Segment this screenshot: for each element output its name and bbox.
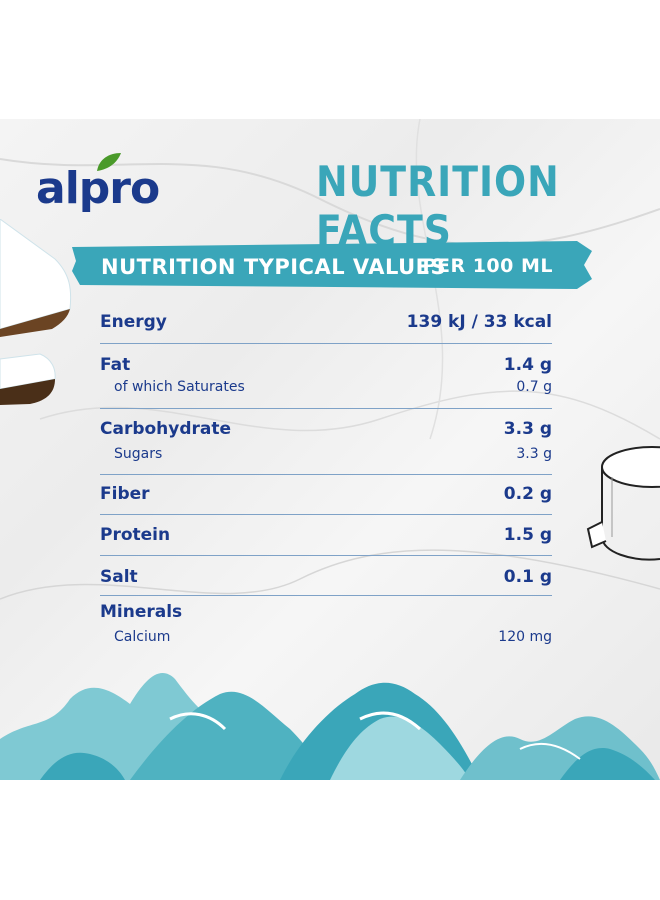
row-divider [100, 514, 552, 515]
nutrient-label: Fat [100, 355, 131, 375]
nutrient-label: Energy [100, 312, 167, 332]
nutrition-card: alpro NUTRITION FACTS NUTRITION TYPICAL … [0, 119, 660, 780]
teal-marble-waves [0, 673, 660, 780]
nutrient-sub-value: 0.7 g [516, 379, 552, 395]
nutrient-row-protein: Protein 1.5 g [100, 525, 552, 553]
nutrient-sub-label: Sugars [114, 446, 163, 462]
marble-background [0, 119, 660, 780]
nutrient-value: 3.3 g [503, 419, 552, 439]
nutrient-row-salt: Salt 0.1 g [100, 567, 552, 595]
nutrient-sub-value: 120 mg [498, 629, 552, 645]
row-divider [100, 595, 552, 596]
nutrient-label: Minerals [100, 602, 183, 622]
nutrient-label: Carbohydrate [100, 419, 232, 439]
nutrient-row-fat: Fat 1.4 g of which Saturates 0.7 g [100, 355, 552, 405]
row-divider [100, 474, 552, 475]
row-divider [100, 343, 552, 344]
table-header-label: NUTRITION TYPICAL VALUES [101, 255, 447, 279]
nutrient-value: 1.4 g [503, 355, 552, 375]
nutrient-row-minerals: Minerals Calcium 120 mg [100, 602, 552, 652]
alpro-logo: alpro [36, 163, 160, 214]
leaf-icon [97, 153, 121, 171]
nutrient-sub-label: of which Saturates [114, 379, 245, 395]
nutrient-row-energy: Energy 139 kJ / 33 kcal [100, 312, 552, 342]
nutrient-sub-label: Calcium [114, 629, 171, 645]
nutrient-label: Salt [100, 567, 138, 587]
row-divider [100, 408, 552, 409]
row-divider [100, 555, 552, 556]
mug-icon [586, 446, 660, 561]
nutrient-row-carbohydrate: Carbohydrate 3.3 g Sugars 3.3 g [100, 419, 552, 469]
nutrient-label: Protein [100, 525, 171, 545]
page-title: NUTRITION FACTS [316, 157, 560, 255]
table-header-unit: PER 100 ML [422, 255, 553, 277]
coconut-pieces-illustration [0, 219, 72, 405]
table-header-banner [72, 241, 592, 289]
nutrient-value: 139 kJ / 33 kcal [406, 312, 552, 332]
nutrient-value: 0.1 g [503, 567, 552, 587]
nutrient-label: Fiber [100, 484, 150, 504]
nutrient-sub-value: 3.3 g [516, 446, 552, 462]
nutrient-value: 0.2 g [503, 484, 552, 504]
nutrient-row-fiber: Fiber 0.2 g [100, 484, 552, 512]
nutrient-value: 1.5 g [503, 525, 552, 545]
